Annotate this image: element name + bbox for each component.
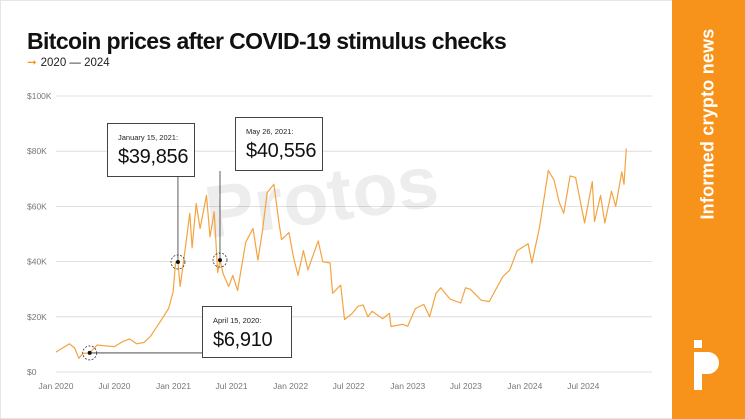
arrow-right-icon: ➞ bbox=[27, 57, 37, 69]
x-tick-label: Jan 2023 bbox=[390, 381, 425, 391]
annotation-dot bbox=[87, 350, 92, 355]
annotation-ring bbox=[170, 254, 186, 270]
annotation-dot bbox=[217, 258, 222, 263]
x-tick-label: Jan 2021 bbox=[156, 381, 191, 391]
chart-subtitle: ➞ 2020 — 2024 bbox=[27, 55, 110, 69]
y-tick-label: $0 bbox=[27, 367, 37, 377]
callout-date: January 15, 2021: bbox=[118, 133, 179, 142]
date-range-label: 2020 — 2024 bbox=[40, 57, 110, 69]
x-tick-label: Jul 2024 bbox=[567, 381, 599, 391]
chart-title: Bitcoin prices after COVID-19 stimulus c… bbox=[27, 28, 507, 54]
x-tick-label: Jan 2024 bbox=[507, 381, 542, 391]
line-chart: Protos $0$20K$40K$60K$80K$100K Jan 2020 J… bbox=[27, 91, 652, 391]
y-tick-label: $60K bbox=[27, 201, 47, 211]
x-tick-label: Jul 2022 bbox=[333, 381, 365, 391]
x-tick-label: Jul 2020 bbox=[98, 381, 130, 391]
annotation-markers bbox=[82, 252, 228, 361]
callout-april-2020: April 15, 2020: $6,910 bbox=[202, 306, 292, 358]
callout-january-2021: January 15, 2021: $39,856 bbox=[107, 123, 195, 177]
brand-sidebar bbox=[672, 0, 745, 419]
y-tick-label: $80K bbox=[27, 146, 47, 156]
price-series-line bbox=[55, 148, 627, 359]
callout-date: May 26, 2021: bbox=[246, 127, 294, 136]
callout-value: $39,856 bbox=[118, 146, 189, 168]
y-tick-label: $20K bbox=[27, 312, 47, 322]
y-tick-label: $100K bbox=[27, 91, 52, 101]
protos-logo-icon bbox=[694, 340, 719, 390]
annotation-ring bbox=[82, 345, 98, 361]
x-axis-ticks: Jan 2020 Jul 2020 Jan 2021 Jul 2021 Jan 2022… bbox=[39, 381, 600, 391]
callout-value: $6,910 bbox=[213, 329, 273, 351]
annotation-dot bbox=[175, 259, 180, 264]
callout-may-2021: May 26, 2021: $40,556 bbox=[235, 117, 323, 171]
annotation-ring bbox=[212, 252, 228, 268]
x-tick-label: Jul 2023 bbox=[450, 381, 482, 391]
callout-date: April 15, 2020: bbox=[213, 316, 262, 325]
brand-tagline: Informed crypto news bbox=[697, 28, 718, 220]
x-tick-label: Jan 2020 bbox=[39, 381, 74, 391]
y-tick-label: $40K bbox=[27, 257, 47, 267]
y-axis-ticks: $0 $20K $40K $60K $80K $100K bbox=[27, 91, 52, 377]
x-tick-label: Jul 2021 bbox=[215, 381, 247, 391]
x-tick-label: Jan 2022 bbox=[273, 381, 308, 391]
callout-value: $40,556 bbox=[246, 140, 317, 162]
